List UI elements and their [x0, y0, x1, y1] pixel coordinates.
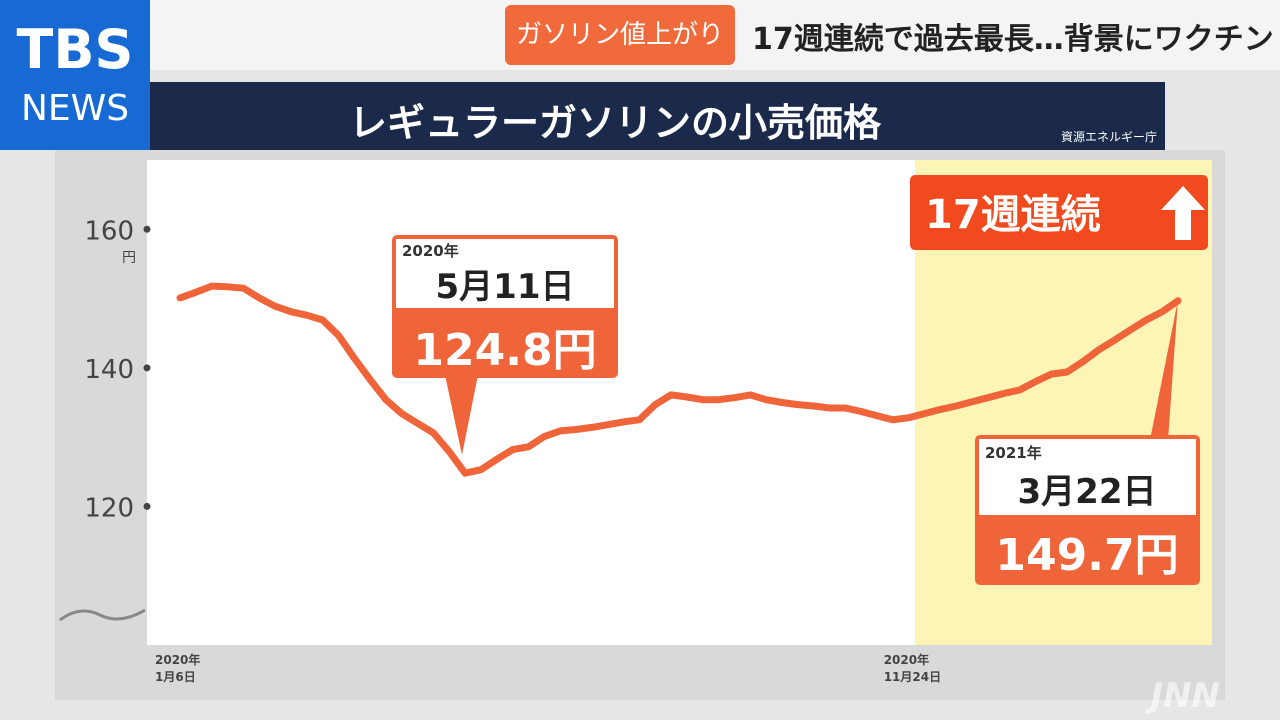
y-tick-label: 120: [84, 493, 134, 523]
source: 資源エネルギー庁: [1060, 130, 1157, 144]
logo: TBS NEWS: [0, 0, 150, 150]
callout-pointer: [1150, 300, 1178, 440]
badge: 17週連続: [925, 192, 1101, 238]
title-bar: レギュラーガソリンの小売価格 資源エネルギー庁: [150, 82, 1165, 150]
watermark: JNN: [1150, 676, 1220, 716]
callout-top: [979, 439, 1196, 515]
value-label: 124.8円: [413, 325, 596, 376]
callout-year: 2021年: [985, 444, 1042, 462]
badge-arrow: [1161, 186, 1205, 240]
tick-mark: [143, 364, 151, 372]
y-unit: 円: [122, 250, 136, 266]
tag: ガソリン値上がり: [505, 5, 735, 65]
x-tick-label: 2020年 11月24日: [883, 653, 942, 684]
value-label: 149.7円: [995, 530, 1178, 581]
callout-date: 3月22日: [1018, 472, 1157, 512]
callout-date: 5月11日: [436, 267, 575, 307]
badge-box: [910, 175, 1208, 250]
tick-mark: [143, 502, 151, 510]
y-tick-label: 140: [84, 355, 134, 385]
chart-title: レギュラーガソリンの小売価格: [348, 101, 881, 145]
axis-break: [59, 608, 146, 622]
callouts: 2020年 5月11日 124.8円 2021年 3月22日 149.7円: [392, 235, 1200, 585]
callout-top: [396, 239, 614, 308]
logo-bottom: NEWS: [20, 88, 130, 129]
callout-pointer: [445, 375, 478, 455]
headline: 17週連続で過去最長…背景にワクチン: [752, 22, 1274, 57]
tick-mark: [143, 225, 151, 233]
x-tick-label: 2020年 1月6日: [155, 653, 201, 684]
callout-year: 2020年: [402, 242, 459, 260]
y-tick-label: 160: [84, 216, 134, 246]
line: [176, 282, 1182, 477]
logo-top: TBS: [16, 18, 134, 81]
